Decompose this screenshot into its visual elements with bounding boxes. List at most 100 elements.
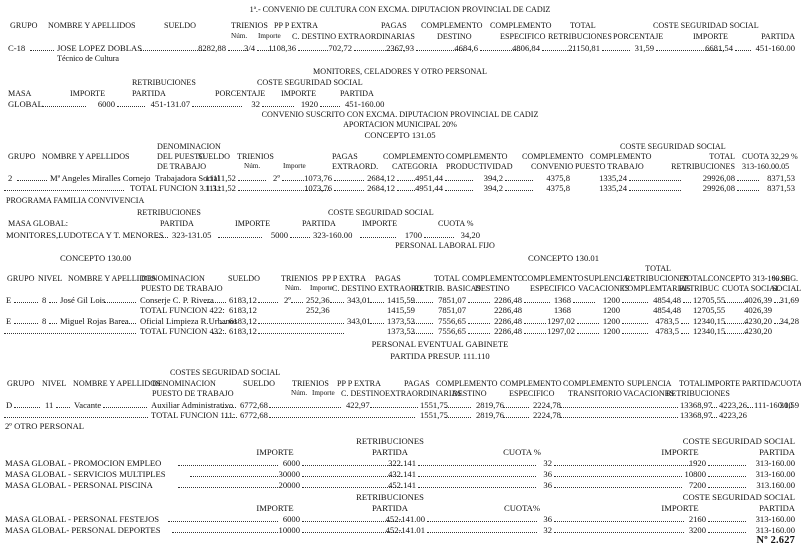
table-row-grupo-b6: D (6, 400, 13, 410)
leader-dots (577, 333, 599, 334)
col-header-partida2-b7: PARTIDA (759, 447, 795, 457)
row-pp-extra: 702,72 (328, 43, 352, 53)
col-header-partida-b7: PARTIDA (372, 447, 408, 457)
col-header-total: TOTAL (570, 21, 596, 30)
table-row-pp-extra-b6: 422,97 (346, 400, 370, 410)
table-row-cuota: 8371,53 (767, 173, 795, 183)
list-item-ss-partida2-b8: 313-160.00 (755, 525, 795, 535)
leader-dots (220, 323, 226, 324)
leader-dots (17, 180, 47, 181)
leader-dots (708, 521, 746, 522)
leader-dots (737, 180, 759, 181)
list-item-label2-b7: MASA GLOBAL - SERVICIOS MULTIPLES (5, 469, 166, 479)
col-header-importe2-b7: IMPORTE (661, 447, 699, 457)
table-row-total-retribuciones: 29926,08 (702, 173, 735, 183)
table-row-total-retribuciones-b6: 13368,97 (680, 400, 713, 410)
col-header-complemento-especifico-b6: COMPLEMENTO (500, 379, 562, 388)
col-header-extraordinarias-b6: EXTRAORDINARIAS (385, 389, 462, 398)
leader-dots (554, 521, 684, 522)
col-header-num: Núm. (231, 32, 248, 40)
col-header-trienios: TRIENIOS (231, 21, 268, 30)
table-row-retrib-complementarias-b5: 4854,48 (653, 295, 681, 305)
table-row-total-cuota: 8371,53 (767, 183, 795, 193)
col-header-nombre-b3: NOMBRE Y APELLIDOS (42, 152, 130, 161)
table-row-pagas2-b5: 1373,53 (387, 316, 415, 326)
leader-dots (4, 333, 136, 334)
leader-dots (262, 106, 294, 107)
leader-dots (560, 407, 678, 408)
table-row-total-label-b5: TOTAL FUNCION 422: (140, 305, 225, 315)
col-header-especifico-b6: ESPECIFICO (509, 389, 555, 398)
col-header-pagas-b5: PAGAS (375, 274, 401, 283)
col-header-destino-b6: DESTINO (452, 389, 487, 398)
col-header-importe2-b8: IMPORTE (661, 503, 699, 513)
table-row-grupo: 2 (8, 173, 13, 183)
leader-dots (218, 237, 262, 238)
leader-dots (354, 50, 404, 51)
col-header-denominacion-b3: DENOMINACION (157, 142, 221, 151)
table-row-total-cuota-social2-b5: 4230,20 (744, 326, 772, 336)
col-header-c-destino-b5: C. DESTINO (332, 284, 377, 293)
leader-dots (172, 532, 278, 533)
col-header-partida-b2: PARTIDA (132, 89, 166, 98)
leader-dots (622, 333, 648, 334)
table-row-total-complementarias2-b5: 4783,5 (655, 326, 679, 336)
table-row-puesto2-b5: Oficial Limpieza R.Urbanos (140, 316, 238, 326)
leader-dots (554, 532, 684, 533)
col-header-trienios-b3: TRIENIOS (237, 152, 274, 161)
leader-dots (334, 180, 364, 181)
table-row-cuota-b6: 31,59 (779, 400, 799, 410)
leader-dots (14, 302, 38, 303)
leader-dots (370, 323, 384, 324)
col-header-nombre-b6: NOMBRE Y APELLIDOS (73, 379, 161, 388)
row-trienios-num: 3/4 (244, 43, 255, 53)
table-row-total-destino-b5: 2286,48 (494, 305, 522, 315)
col-header-total-b3: TOTAL (709, 152, 735, 161)
leader-dots (629, 180, 681, 181)
table-row-total-pagas-b6: 1551,75 (420, 410, 448, 420)
list-item-cuota3-b7: 36 (543, 480, 552, 490)
section-title-programa-familia: PROGRAMA FAMILIA CONVIVENCIA (6, 196, 145, 205)
col-header-porcentaje-b2: PORCENTAJE (215, 89, 266, 98)
section-title-concepto-13105: CONCEPTO 131.05 (364, 130, 436, 140)
col-header-retribuc-b5: RETRIBUC (679, 284, 720, 293)
leader-dots (4, 417, 148, 418)
section-title-partida-presup: PARTIDA PRESUP. 111.110 (390, 351, 490, 361)
row-importe-b4: 5000 (270, 230, 288, 240)
leader-dots (724, 323, 746, 324)
table-row-trienios-importe: 1073,76 (304, 173, 332, 183)
table-row-total-destino2-b5: 2286,48 (494, 326, 522, 336)
leader-dots (257, 50, 273, 51)
col-header-destino-b5: DESTINO (475, 284, 510, 293)
col-header-importe: Importe (258, 32, 281, 40)
leader-dots (103, 407, 147, 408)
leader-dots (683, 302, 691, 303)
leader-dots (330, 302, 344, 303)
leader-dots (622, 323, 648, 324)
leader-dots (291, 302, 303, 303)
table-row-trienios-num-b5: 2º (284, 295, 291, 305)
row-sueldo: 8282,88 (198, 43, 226, 53)
table-row-comp-categoria: 4951,44 (415, 173, 443, 183)
leader-dots (747, 407, 753, 408)
list-item-ss-partida2-b7: 313-160.00 (755, 469, 795, 479)
col-header-num-b5: Núm. (285, 284, 302, 292)
leader-dots (445, 180, 473, 181)
col-header-total2-b5: TOTAL. (682, 274, 710, 283)
col-header-partida2-b4: PARTIDA (302, 219, 336, 228)
leader-dots (117, 106, 145, 107)
section-title-convenio-suscrito: CONVENIO SUSCRITO CON EXCMA. DIPUTACION … (261, 110, 539, 119)
table-row-sueldo2-b5: 6183,12 (229, 316, 257, 326)
col-header-trienios-b6: TRIENIOS (292, 379, 329, 388)
col-header-social-b5: SOCIAL (772, 284, 801, 293)
leader-dots (190, 476, 278, 477)
leader-dots (14, 407, 40, 408)
table-row-total-label-b6: TOTAL FUNCION 111: (151, 410, 236, 420)
col-header-importe-ss: IMPORTE (692, 32, 728, 41)
col-header-complementarias-b5: COMPLEMTARIAS (622, 284, 691, 293)
row-grupo: C-18 (8, 43, 26, 53)
leader-dots (735, 50, 751, 51)
leader-dots (708, 476, 746, 477)
col-header-denominacion-b5: DENOMINACION (141, 274, 205, 283)
row-partida-b4: 323-131.05 (172, 230, 212, 240)
